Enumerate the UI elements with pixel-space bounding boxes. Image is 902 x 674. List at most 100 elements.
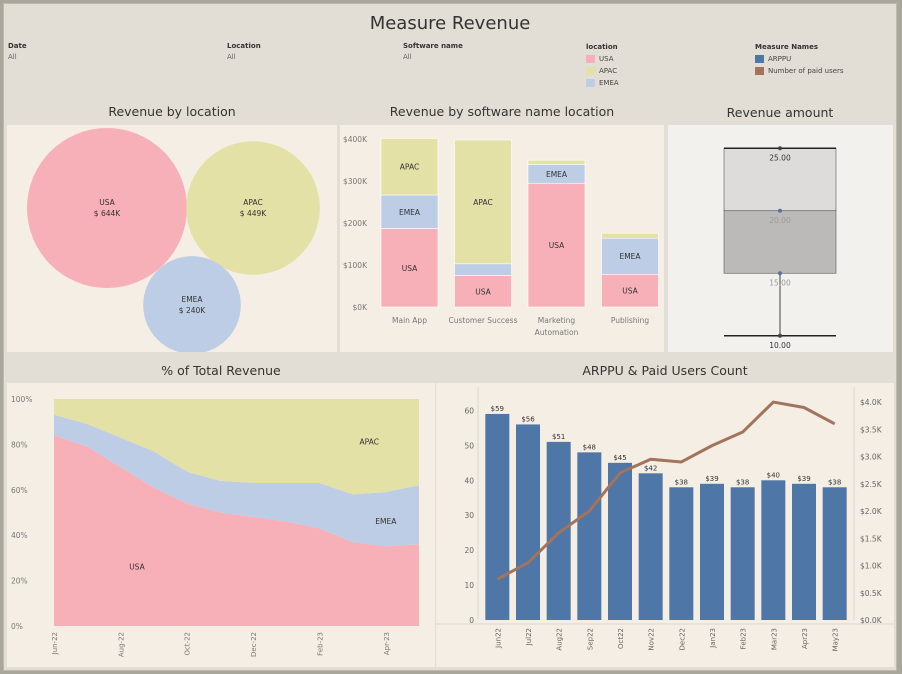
arppu-bar-label: $40 xyxy=(767,471,780,479)
arppu-bar-label: $51 xyxy=(552,433,565,441)
arppu-bar xyxy=(485,413,510,620)
y-tick-label: 60% xyxy=(11,486,28,495)
arppu-bar-label: $39 xyxy=(705,475,718,483)
arppu-bar xyxy=(669,487,694,620)
arppu-bar-label: $38 xyxy=(675,478,688,486)
filter-date-label: Date xyxy=(8,42,27,50)
box-plot-panel: 25.00 20.00 15.00 10.00 xyxy=(668,125,893,352)
bubble-label: APAC xyxy=(243,198,262,207)
bubble-value-label: $ 449K xyxy=(240,209,267,218)
paid-users-line xyxy=(496,400,836,581)
y-right-tick-label: $2.5K xyxy=(860,480,883,489)
x-tick-label: Publishing xyxy=(611,316,650,325)
combo-chart-title: ARPPU & Paid Users Count xyxy=(582,363,748,378)
area-panel: 0% 20% 40% 60% 80% 100% USA EMEA APAC Jun-22 Aug-2… xyxy=(7,383,435,667)
area-label: USA xyxy=(129,562,145,571)
legend-label: EMEA xyxy=(599,79,619,87)
y-right-tick-label: $3.0K xyxy=(860,453,883,462)
box-point xyxy=(778,333,782,338)
bubble-apac xyxy=(186,141,320,275)
box-value-label: 20.00 xyxy=(769,216,791,225)
x-tick-label: May23 xyxy=(832,628,840,651)
stacked-bar-chart: $0K $100K $200K $300K $400K USA EMEA APAC Main A… xyxy=(343,135,659,337)
y-tick-label: $300K xyxy=(343,177,368,186)
combo-panel: 0 10 20 30 40 50 60 $0.0K $0.5K $1.0K $1.5K $2.0K $2… xyxy=(436,383,894,667)
x-tick-label: Jun22 xyxy=(494,628,502,649)
box-upper xyxy=(723,147,837,212)
arppu-bar xyxy=(792,483,816,620)
measure-legend-title: Measure Names xyxy=(755,43,819,51)
bar-segment-label: USA xyxy=(549,241,565,250)
y-tick-label: $200K xyxy=(343,219,368,228)
bubble-panel: USA $ 644K APAC $ 449K EMEA $ 240K xyxy=(7,125,337,354)
y-left-tick-label: 30 xyxy=(464,511,474,520)
legend-item-emea[interactable]: EMEA xyxy=(586,77,619,89)
arppu-bar-label: $42 xyxy=(644,464,657,472)
bubble-chart: USA $ 644K APAC $ 449K EMEA $ 240K xyxy=(27,128,320,354)
arppu-bar xyxy=(822,487,847,620)
box-point xyxy=(778,271,782,276)
arppu-bar xyxy=(546,441,571,620)
legend-item-arppu[interactable]: ARPPU xyxy=(755,53,844,65)
y-tick-label: 100% xyxy=(11,395,32,404)
y-right-tick-label: $2.0K xyxy=(860,507,883,516)
area-chart-title: % of Total Revenue xyxy=(161,363,281,378)
arppu-bar xyxy=(761,480,786,620)
stacked-bar-title: Revenue by software name location xyxy=(389,104,615,119)
y-right-tick-label: $1.0K xyxy=(860,562,883,571)
y-left-tick-label: 50 xyxy=(464,441,474,450)
bar-segment-label: USA xyxy=(402,264,418,273)
arppu-bar-label: $38 xyxy=(828,478,841,486)
x-tick-label: Oct-22 xyxy=(184,632,192,656)
filter-date[interactable]: Date All xyxy=(8,42,27,61)
filter-software-name-value[interactable]: All xyxy=(403,53,412,61)
bar-segment-apac xyxy=(454,139,512,265)
arppu-bar-label: $59 xyxy=(491,405,504,413)
area-chart: 0% 20% 40% 60% 80% 100% USA EMEA APAC Jun-22 Aug-2… xyxy=(11,395,419,657)
arppu-bar-label: $45 xyxy=(613,454,626,462)
bar-segment-label: APAC xyxy=(400,163,419,172)
x-tick-label: Main App xyxy=(392,316,427,325)
bar-segment-apac xyxy=(601,232,659,239)
legend-label: ARPPU xyxy=(768,55,792,63)
y-tick-label: 0% xyxy=(11,622,23,631)
box-plot-chart: 25.00 20.00 15.00 10.00 xyxy=(723,146,837,350)
y-tick-label: 20% xyxy=(11,577,28,586)
legend-item-usa[interactable]: USA xyxy=(586,53,619,65)
arppu-bar xyxy=(516,424,540,620)
legend-item-apac[interactable]: APAC xyxy=(586,65,619,77)
bubble-value-label: $ 644K xyxy=(94,209,121,218)
bar-segment-usa xyxy=(527,182,586,308)
bar-segment-label: EMEA xyxy=(399,208,421,217)
bubble-label: USA xyxy=(99,198,115,207)
y-tick-label: 40% xyxy=(11,531,28,540)
y-tick-label: $100K xyxy=(343,261,368,270)
arppu-bar-label: $56 xyxy=(521,415,535,423)
y-right-tick-label: $0.0K xyxy=(860,616,883,625)
area-apac xyxy=(54,399,419,495)
filter-date-value[interactable]: All xyxy=(8,53,17,61)
bar-segment-emea xyxy=(601,237,659,275)
y-left-tick-label: 20 xyxy=(464,546,474,555)
legend-swatch xyxy=(586,67,595,75)
bar-segment-label: APAC xyxy=(473,198,492,207)
legend-swatch xyxy=(586,79,595,87)
x-tick-label: Feb23 xyxy=(740,628,748,649)
arppu-bar xyxy=(577,452,602,620)
x-tick-label: Oct22 xyxy=(617,628,625,649)
combo-chart: 0 10 20 30 40 50 60 $0.0K $0.5K $1.0K $1.5K $2.0K $2… xyxy=(436,387,894,651)
y-right-tick-label: $1.5K xyxy=(860,534,883,543)
filter-location[interactable]: Location All xyxy=(227,42,261,61)
legend-item-paid-users[interactable]: Number of paid users xyxy=(755,65,844,77)
bubble-usa xyxy=(27,128,187,288)
bar-segment-label: EMEA xyxy=(619,252,641,261)
bar-segment-label: USA xyxy=(475,287,491,296)
y-left-tick-label: 60 xyxy=(464,406,474,415)
filter-software-name[interactable]: Software name All xyxy=(403,42,463,61)
filter-location-value[interactable]: All xyxy=(227,53,236,61)
bar-segment-label: EMEA xyxy=(546,170,568,179)
box-plot-title: Revenue amount xyxy=(726,105,834,120)
y-right-tick-label: $3.5K xyxy=(860,425,883,434)
x-tick-label: Dec-22 xyxy=(250,632,258,657)
bar-segment-emea xyxy=(454,263,512,276)
